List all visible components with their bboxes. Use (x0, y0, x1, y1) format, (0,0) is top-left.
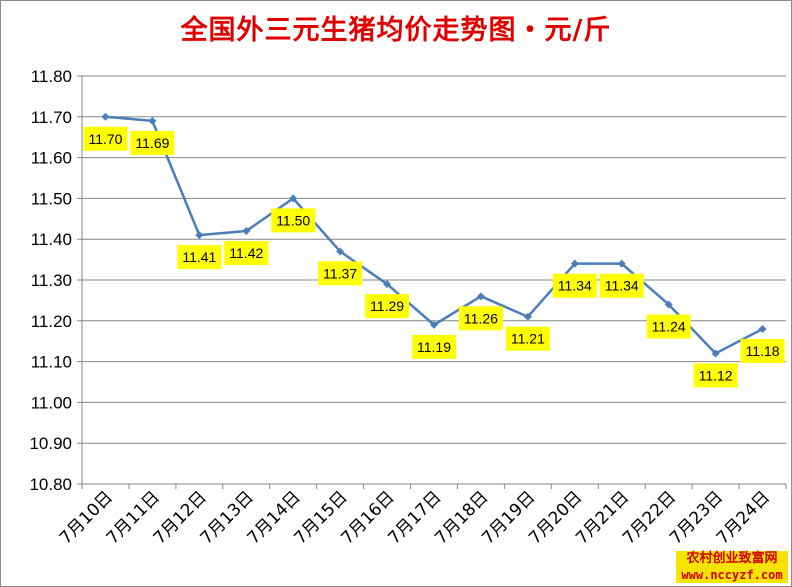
y-tick-label: 10.80 (29, 475, 72, 494)
data-point (617, 259, 626, 268)
y-tick-label: 11.00 (31, 393, 72, 412)
data-point (101, 112, 110, 121)
data-label-background (693, 363, 738, 388)
data-point (195, 231, 204, 240)
data-label: 11.34 (558, 278, 592, 294)
data-label: 11.12 (699, 367, 733, 383)
data-label: 11.29 (370, 298, 404, 314)
data-label: 11.21 (511, 331, 545, 347)
y-tick-label: 10.90 (29, 434, 72, 453)
data-label: 11.70 (88, 131, 122, 147)
data-label-background (318, 261, 363, 286)
data-point (289, 194, 298, 203)
y-tick-label: 11.50 (31, 189, 72, 208)
data-point (476, 292, 485, 301)
data-label-background (365, 294, 410, 319)
y-tick-label: 11.60 (31, 149, 72, 168)
data-label-background (130, 130, 175, 155)
data-point (711, 349, 720, 358)
chart-title: 全国外三元生猪均价走势图・元/斤 (180, 15, 612, 46)
data-label-background (224, 241, 269, 266)
data-point (430, 320, 438, 329)
data-label-background (552, 273, 597, 298)
data-point (242, 227, 251, 236)
data-label-background (271, 208, 316, 233)
data-label-background (740, 338, 785, 363)
data-label: 11.50 (276, 212, 310, 228)
watermark-site-url: www.nccyzf.com (676, 567, 788, 583)
y-tick-label: 11.80 (31, 67, 72, 86)
y-tick-label: 11.20 (31, 312, 72, 331)
watermark-badge: 农村创业致富网 www.nccyzf.com (676, 551, 788, 583)
y-tick-label: 11.10 (31, 353, 72, 372)
data-label-background (599, 273, 644, 298)
data-label-background (177, 245, 222, 270)
data-label: 11.41 (182, 249, 216, 265)
data-label: 11.19 (417, 339, 451, 355)
data-point (570, 259, 579, 268)
data-point (523, 312, 532, 321)
data-label: 11.42 (229, 245, 263, 261)
data-point (148, 116, 157, 125)
data-label: 11.34 (605, 278, 639, 294)
data-label: 11.69 (135, 135, 169, 151)
data-label-background (412, 334, 456, 359)
data-label: 11.24 (652, 318, 686, 334)
y-tick-label: 11.40 (31, 230, 72, 249)
y-tick-label: 11.70 (31, 108, 72, 127)
data-label: 11.26 (464, 310, 498, 326)
data-point (664, 300, 673, 309)
data-label-background (458, 306, 503, 331)
data-label-background (646, 314, 691, 339)
data-point (383, 280, 392, 289)
watermark-site-name: 农村创业致富网 (676, 551, 788, 567)
data-label-background (83, 126, 128, 151)
y-tick-label: 11.30 (31, 271, 72, 290)
data-point (336, 247, 345, 256)
data-label: 11.18 (746, 343, 780, 359)
data-label: 11.37 (323, 265, 357, 281)
data-point (758, 324, 767, 333)
data-label-background (505, 326, 550, 351)
